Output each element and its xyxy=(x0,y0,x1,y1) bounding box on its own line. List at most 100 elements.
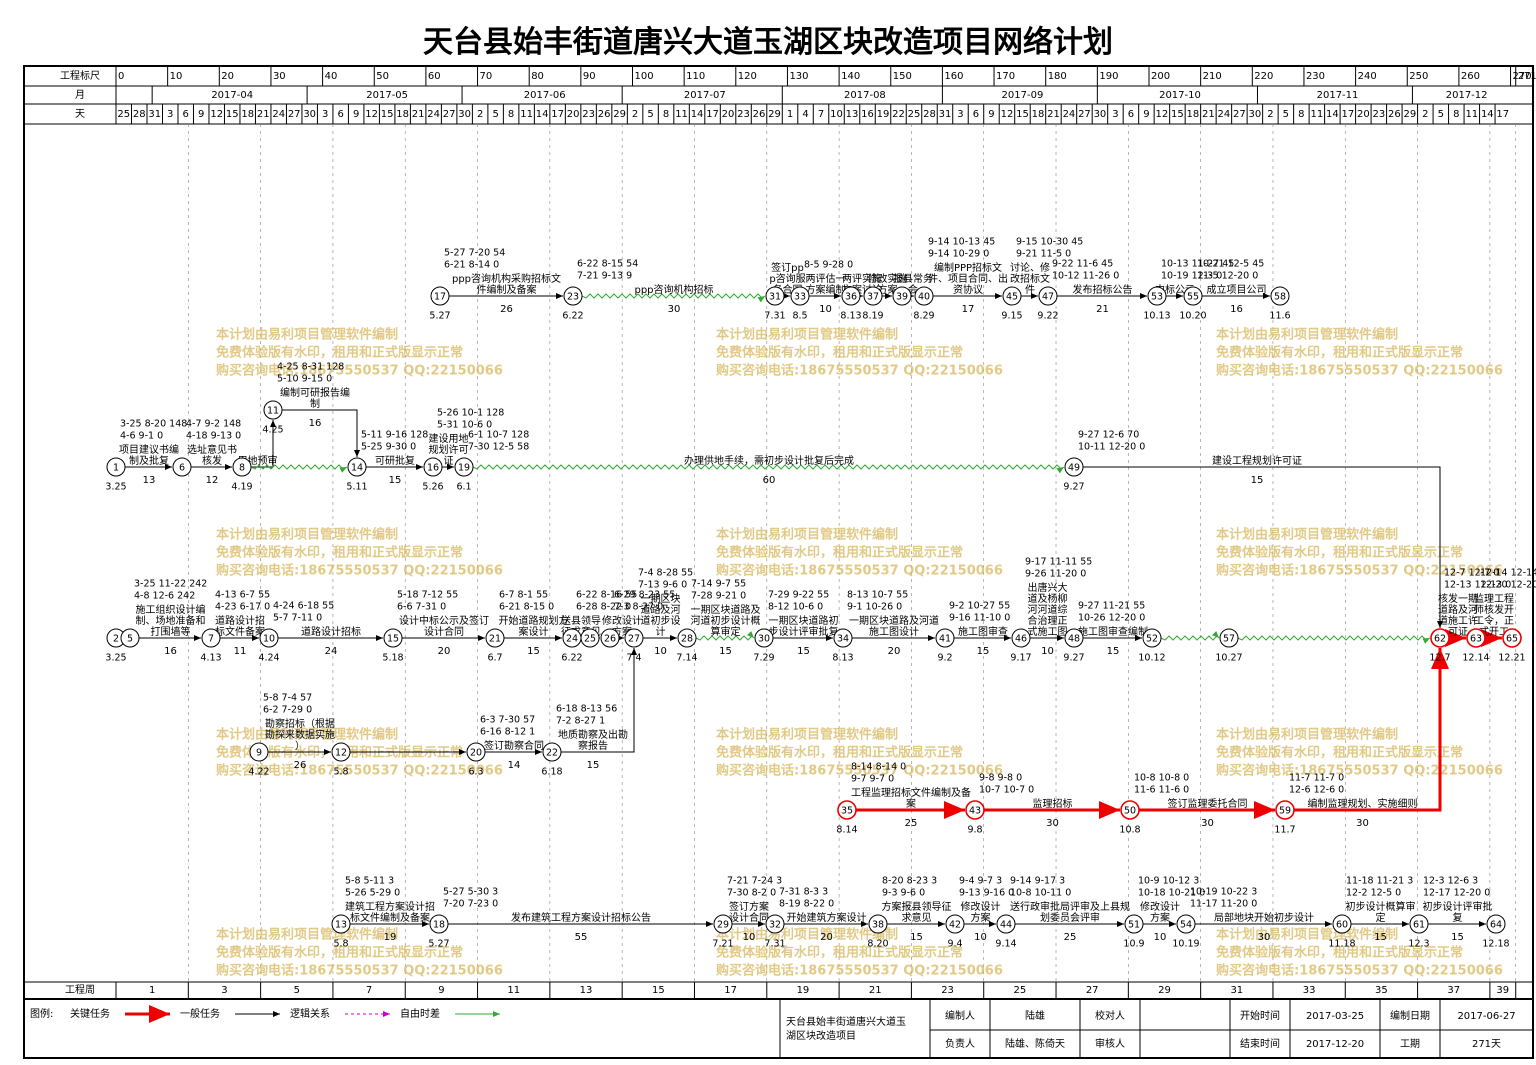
node-id: 20 xyxy=(470,748,482,759)
activity-times: 6-1 10-7 128 xyxy=(468,430,529,441)
activity-name: 成立项目公司 xyxy=(1207,283,1267,296)
day-label: 18 xyxy=(1032,109,1045,120)
node-id: 30 xyxy=(758,634,770,645)
node-date: 9.27 xyxy=(1063,653,1084,664)
activity-times: 12-17 12-20 0 xyxy=(1423,888,1490,899)
day-label: 2 xyxy=(632,109,638,120)
node xyxy=(1120,800,1140,820)
node xyxy=(263,400,283,420)
node-date: 8.20 xyxy=(867,939,888,950)
watermark: 购买咨询电话:18675550537 QQ:22150066 xyxy=(216,963,503,979)
node xyxy=(996,914,1016,934)
node xyxy=(1002,286,1022,306)
day-label: 31 xyxy=(939,109,952,120)
activity-duration: 15 xyxy=(1451,932,1464,943)
activity-times: 7-3 8-27 0 xyxy=(614,602,663,613)
activity-duration: 25 xyxy=(905,818,918,829)
node xyxy=(1466,628,1486,648)
node xyxy=(429,914,449,934)
day-label: 27 xyxy=(1233,109,1246,120)
day-label: 11 xyxy=(675,109,688,120)
activity-times: 6-7 8-1 55 xyxy=(499,590,548,601)
week-label: 19 xyxy=(797,985,810,996)
footer xyxy=(779,999,1533,1058)
activity-times: 5-7 7-11 0 xyxy=(273,613,322,624)
activity-name: 编制监理规划、实施细则 xyxy=(1308,797,1418,810)
node-date: 6.1 xyxy=(456,482,471,493)
legend-item: 逻辑关系 xyxy=(290,1007,330,1020)
activity-times: 6-16 8-12 1 xyxy=(480,727,535,738)
week-label: 27 xyxy=(1086,985,1099,996)
node-date: 6.7 xyxy=(487,653,502,664)
week-label: 37 xyxy=(1447,985,1460,996)
day-label: 15 xyxy=(381,109,394,120)
node-date: 12.21 xyxy=(1498,653,1525,664)
node-date: 10.9 xyxy=(1123,939,1144,950)
activity-name: 两评估一方案编制 xyxy=(806,272,846,296)
day-label: 3 xyxy=(322,109,328,120)
activity-name: 工程监理招标文件编制及备案 xyxy=(851,786,971,810)
activity-arrow xyxy=(1082,466,1443,628)
node xyxy=(1038,286,1058,306)
node xyxy=(1275,800,1295,820)
scale-label: 60 xyxy=(428,71,441,82)
watermark: 本计划由易利项目管理软件编制 xyxy=(216,527,398,543)
watermark: 购买咨询电话:18675550537 QQ:22150066 xyxy=(716,763,1003,779)
activity-name: 修改实施方案 xyxy=(868,272,908,296)
day-label: 11 xyxy=(1310,109,1323,120)
node-date: 7.31 xyxy=(764,939,785,950)
node-id: 26 xyxy=(604,634,616,645)
node xyxy=(1011,628,1031,648)
footer-cell: 结束时间 xyxy=(1240,1037,1280,1050)
week-label: 9 xyxy=(438,985,444,996)
node-date: 5.27 xyxy=(429,311,450,322)
day-label: 20 xyxy=(567,109,580,120)
activity-duration: 15 xyxy=(1374,932,1387,943)
activity-times: 7-21 9-13 9 xyxy=(577,271,632,282)
node xyxy=(754,628,774,648)
day-label: 6 xyxy=(337,109,343,120)
month-label: 2017-05 xyxy=(366,90,408,101)
node-date: 9.4 xyxy=(947,939,962,950)
node-date: 4.25 xyxy=(262,425,283,436)
week-label: 15 xyxy=(652,985,665,996)
activity-arrow xyxy=(280,409,360,457)
activity-times: 5-8 5-11 3 xyxy=(345,876,394,887)
node-id: 57 xyxy=(1223,634,1235,645)
node xyxy=(1270,286,1290,306)
activity-duration: 13 xyxy=(143,475,156,486)
node xyxy=(1486,914,1506,934)
activity-times: 11-7 11-7 0 xyxy=(1289,773,1344,784)
node xyxy=(423,457,443,477)
activity-name: 发布建筑工程方案设计招标公告 xyxy=(511,911,651,924)
node-id: 24 xyxy=(566,634,578,645)
day-label: 14 xyxy=(691,109,704,120)
activity-duration: 30 xyxy=(668,304,681,315)
activity-times: 12-2 12-5 0 xyxy=(1346,888,1401,899)
day-label: 27 xyxy=(288,109,301,120)
activity-duration: 60 xyxy=(763,475,776,486)
day-label: 26 xyxy=(598,109,611,120)
node xyxy=(580,628,600,648)
watermark: 购买咨询电话:18675550537 QQ:22150066 xyxy=(1216,563,1503,579)
node-date: 7.21 xyxy=(712,939,733,950)
node xyxy=(347,457,367,477)
day-label: 3 xyxy=(167,109,173,120)
node-date: 8.29 xyxy=(913,311,934,322)
node xyxy=(765,914,785,934)
activity-name: 监理招标 xyxy=(1033,797,1073,810)
activity-times: 7-31 8-3 3 xyxy=(779,887,828,898)
row-label: 工程周 xyxy=(65,984,95,996)
node-date: 9.14 xyxy=(995,939,1016,950)
node-id: 31 xyxy=(769,292,781,303)
activity-times: 7-13 9-6 0 xyxy=(638,580,687,591)
activity-times: 4-13 6-7 55 xyxy=(215,590,270,601)
month-label: 2017-09 xyxy=(1002,90,1044,101)
day-label: 18 xyxy=(241,109,254,120)
watermark: 免费体验版有水印，租用和正式版显示正常 xyxy=(1216,945,1463,961)
scale-label: 110 xyxy=(686,71,705,82)
activity-times: 11-5 12-20 0 xyxy=(1197,271,1258,282)
node-date: 6.18 xyxy=(541,767,562,778)
footer-cell: 编制人 xyxy=(945,1009,975,1022)
activity-times: 10-12 11-26 0 xyxy=(1052,271,1119,282)
